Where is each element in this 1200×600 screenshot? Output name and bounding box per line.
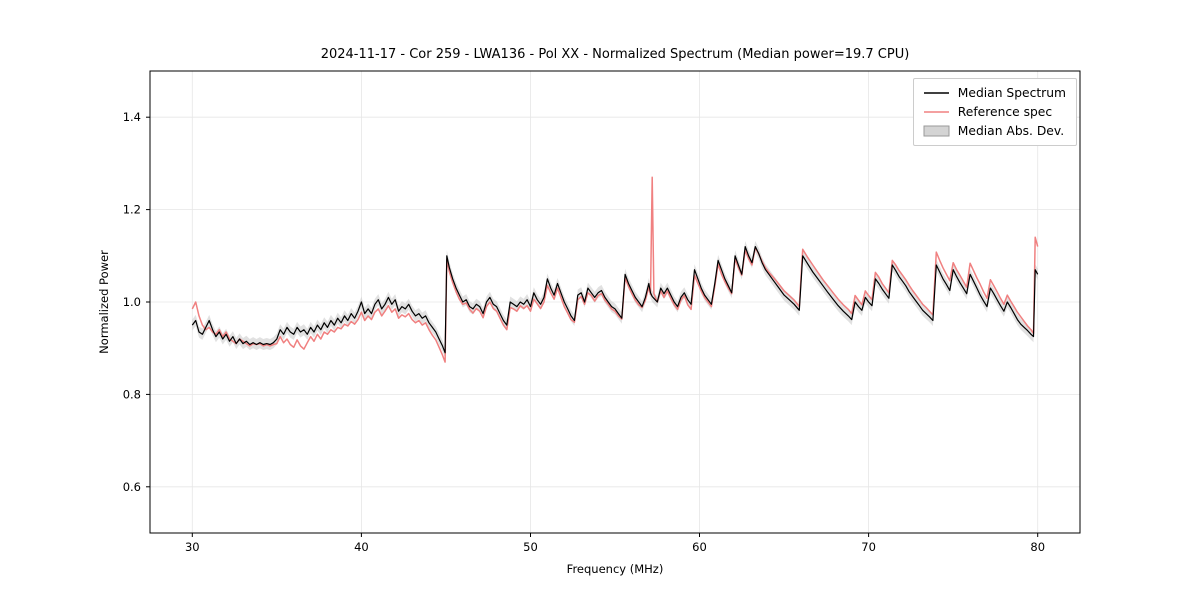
legend-label-mad: Median Abs. Dev. [957,124,1065,138]
svg-text:1.4: 1.4 [123,110,141,124]
svg-text:1.0: 1.0 [123,295,141,309]
reference-line-swatch-icon [923,111,949,113]
median-line-swatch-icon [923,92,949,94]
svg-text:0.8: 0.8 [123,387,141,401]
legend-entry-reference: Reference spec [923,105,1066,119]
svg-text:30: 30 [185,540,200,554]
legend-label-reference: Reference spec [957,105,1053,119]
y-axis-label: Normalized Power [97,250,111,354]
mad-band-swatch-icon [923,125,950,137]
svg-text:60: 60 [692,540,707,554]
svg-text:40: 40 [354,540,369,554]
legend-entry-median: Median Spectrum [923,86,1066,100]
svg-text:0.6: 0.6 [123,480,141,494]
x-axis-label: Frequency (MHz) [566,562,664,576]
svg-text:50: 50 [523,540,538,554]
chart-title: 2024-11-17 - Cor 259 - LWA136 - Pol XX -… [320,47,910,62]
svg-text:70: 70 [861,540,876,554]
svg-text:80: 80 [1030,540,1045,554]
legend-entry-mad: Median Abs. Dev. [923,124,1066,138]
svg-text:1.2: 1.2 [123,203,141,217]
legend: Median Spectrum Reference spec Median Ab… [912,78,1077,146]
legend-label-median: Median Spectrum [957,86,1066,100]
